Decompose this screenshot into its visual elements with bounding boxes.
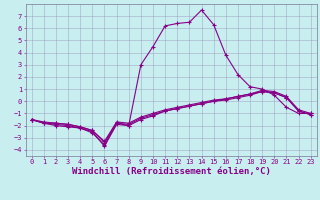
X-axis label: Windchill (Refroidissement éolien,°C): Windchill (Refroidissement éolien,°C) — [72, 167, 271, 176]
